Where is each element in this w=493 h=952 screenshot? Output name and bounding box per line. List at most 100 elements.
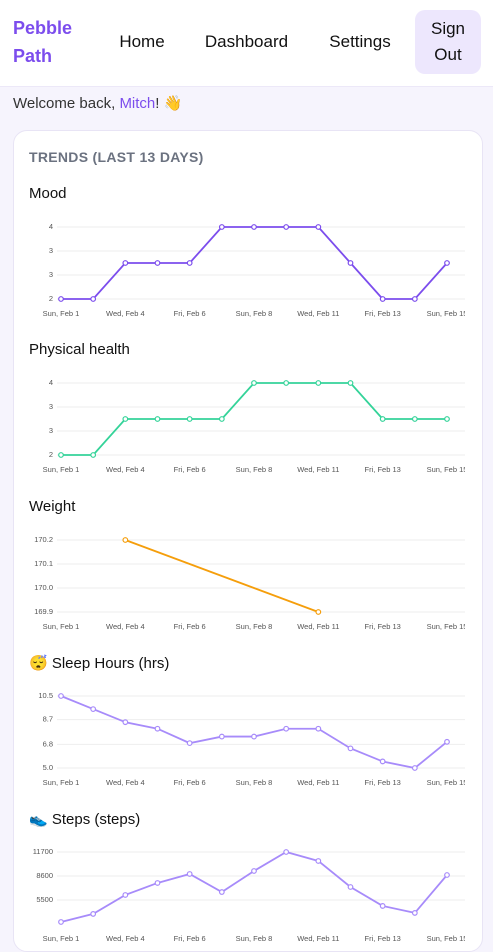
y-tick-label: 3: [49, 402, 53, 411]
point: [251, 733, 257, 740]
x-tick-label: Sun, Feb 15: [427, 309, 465, 318]
x-tick-label: Wed, Feb 4: [106, 309, 145, 318]
point: [122, 260, 129, 266]
point: [186, 260, 193, 266]
x-tick-label: Wed, Feb 11: [297, 465, 339, 474]
nav-dashboard[interactable]: Dashboard: [204, 32, 289, 51]
x-tick-label: Wed, Feb 11: [297, 934, 339, 943]
x-tick-label: Wed, Feb 11: [297, 622, 339, 631]
welcome: Welcome back, Mitch! 👋: [13, 94, 182, 112]
point: [444, 416, 450, 423]
point: [347, 884, 354, 891]
point: [58, 296, 64, 302]
point: [315, 725, 322, 732]
x-tick-label: Sun, Feb 15: [427, 778, 465, 787]
x-tick-label: Sun, Feb 15: [427, 622, 465, 631]
point: [154, 725, 161, 732]
point: [58, 692, 64, 699]
point: [122, 892, 129, 899]
sign-out[interactable]: Sign Out: [415, 10, 481, 74]
line: [61, 382, 447, 457]
chart: 2 3 3 4 Sun, Feb 1 Wed, Feb 4 Fri, Feb 6 Sun, F…: [43, 378, 465, 474]
x-tick-label: Sun, Feb 15: [427, 934, 465, 943]
x-tick-label: Wed, Feb 11: [297, 309, 339, 318]
point: [283, 725, 290, 732]
x-tick-label: Fri, Feb 6: [174, 622, 206, 631]
x-tick-label: Fri, Feb 6: [174, 934, 206, 943]
point: [347, 745, 354, 752]
y-tick-label: 2: [49, 450, 53, 459]
point: [90, 911, 97, 918]
x-tick-label: Fri, Feb 13: [365, 622, 401, 631]
point: [315, 858, 322, 865]
point: [154, 880, 161, 887]
point: [186, 416, 193, 423]
line: [60, 851, 448, 924]
y-tick-label: 5500: [36, 895, 53, 904]
point: [122, 416, 129, 423]
brand[interactable]: Pebble Path: [13, 18, 73, 66]
y-tick-label: 3: [49, 246, 53, 255]
welcome-suffix: ! 👋: [155, 95, 183, 112]
nav-settings[interactable]: Settings: [329, 32, 391, 51]
x-tick-label: Fri, Feb 6: [174, 778, 206, 787]
point: [444, 738, 450, 745]
point: [444, 260, 450, 266]
point: [58, 452, 64, 459]
chart-title: 👟 Steps (steps): [29, 811, 141, 829]
y-tick-label: 3: [49, 270, 53, 279]
chart-title: Mood: [29, 185, 67, 202]
y-tick-label: 8600: [36, 871, 53, 880]
point: [411, 416, 418, 423]
y-tick-label: 6.8: [43, 739, 53, 748]
y-tick-label: 170.0: [34, 583, 53, 592]
chart-title: 😴 Sleep Hours (hrs): [29, 654, 170, 672]
point: [122, 536, 129, 543]
y-tick-label: 3: [49, 426, 53, 435]
y-tick-label: 170.1: [34, 559, 53, 568]
point: [251, 380, 257, 387]
point: [218, 889, 225, 896]
point: [90, 706, 97, 712]
x-tick-label: Wed, Feb 4: [106, 465, 145, 474]
line: [125, 538, 319, 613]
point: [411, 910, 418, 917]
x-tick-label: Fri, Feb 6: [174, 309, 206, 318]
x-tick-label: Sun, Feb 15: [427, 465, 465, 474]
point: [154, 260, 161, 266]
x-tick-label: Wed, Feb 4: [106, 622, 145, 631]
point: [347, 380, 354, 387]
header: Pebble Path Home Dashboard Settings Sign…: [0, 0, 493, 87]
point: [283, 224, 290, 230]
chart-title: Weight: [29, 497, 76, 515]
x-tick-label: Wed, Feb 11: [297, 778, 339, 787]
y-tick-label: 4: [49, 222, 53, 231]
point: [154, 416, 161, 423]
point: [347, 260, 354, 266]
chart: 169.9 170.0 170.1 170.2 Sun, Feb 1 Wed, Feb 4…: [34, 535, 465, 631]
point: [444, 872, 450, 879]
y-tick-label: 5.0: [43, 763, 53, 772]
section-title: TRENDS (LAST 13 DAYS): [29, 149, 204, 165]
point: [315, 224, 322, 230]
point: [218, 733, 225, 740]
y-tick-label: 4: [49, 378, 53, 387]
y-tick-label: 11700: [33, 847, 53, 856]
point: [58, 919, 64, 926]
point: [379, 903, 386, 910]
x-tick-label: Sun, Feb 1: [43, 622, 80, 631]
chart-title: Physical health: [29, 341, 130, 359]
x-tick-label: Sun, Feb 8: [236, 778, 273, 787]
y-tick-label: 8.7: [43, 714, 53, 723]
point: [218, 416, 225, 423]
point: [315, 380, 322, 387]
point: [218, 224, 225, 230]
chart: 5500 8600 11700 Sun, Feb 1 Wed, Feb 4 Fri, Fe…: [33, 847, 465, 943]
line: [60, 695, 448, 769]
point: [251, 868, 257, 875]
y-tick-label: 2: [49, 294, 53, 303]
user-name: Mitch: [119, 95, 156, 112]
y-tick-label: 170.2: [34, 535, 53, 544]
nav-home[interactable]: Home: [119, 32, 165, 51]
